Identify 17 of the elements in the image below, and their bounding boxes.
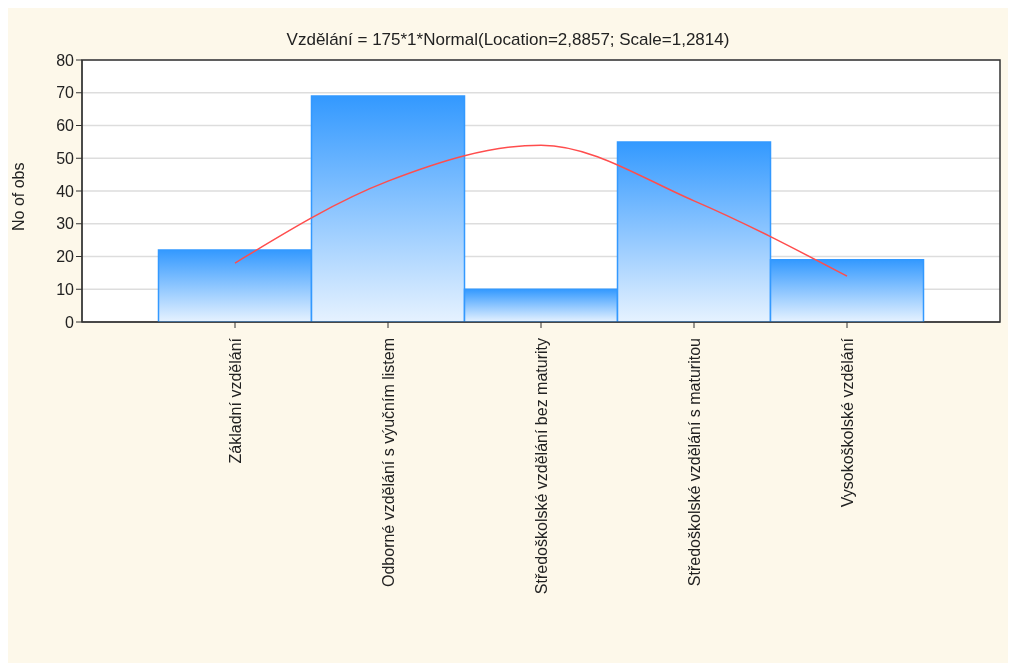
y-tick-label: 0 [65, 313, 75, 331]
y-tick-label: 30 [56, 215, 75, 233]
y-tick-label: 70 [56, 84, 75, 102]
x-tick-label: Středoškolské vzdělání s maturitou [686, 338, 703, 587]
x-tick-label: Středoškolské vzdělání bez maturity [533, 338, 550, 595]
y-tick-label: 10 [56, 280, 75, 298]
y-tick-label: 40 [56, 182, 75, 200]
chart-subtitle: Vzdělání = 175*1*Normal(Location=2,8857; Scale=1,2814) [285, 30, 731, 50]
y-tick-label: 20 [56, 248, 75, 266]
x-tick-label: Odborné vzdělání s výučním listem [380, 338, 397, 587]
x-tick-label: Vysokoškolské vzdělání [839, 337, 856, 508]
y-tick-label: 50 [56, 149, 75, 167]
line-series [234, 144, 848, 277]
y-axis-title: No of obs [9, 162, 27, 231]
y-tick-label: 80 [56, 51, 75, 69]
y-tick-label: 60 [56, 117, 75, 135]
x-tick-label: Základní vzdělání [227, 337, 244, 464]
